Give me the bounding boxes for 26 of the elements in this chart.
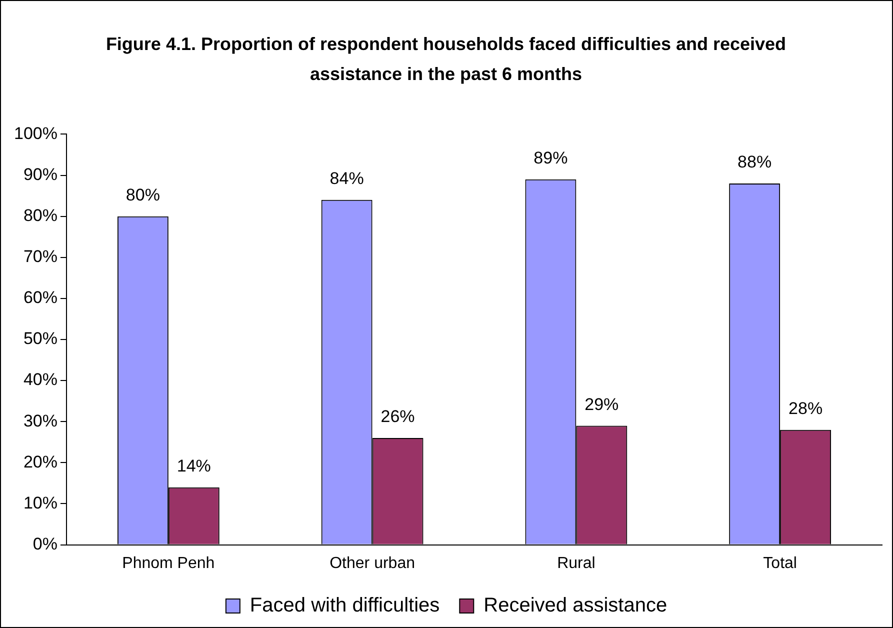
data-label: 28% bbox=[788, 399, 823, 418]
y-tick-label: 70% bbox=[23, 247, 58, 266]
y-tick-label: 50% bbox=[23, 329, 58, 348]
data-label: 26% bbox=[380, 407, 415, 426]
x-tick-label: Total bbox=[763, 554, 797, 572]
y-tick-label: 90% bbox=[23, 164, 58, 184]
data-label: 29% bbox=[584, 394, 619, 414]
y-tick-label: 20% bbox=[23, 452, 58, 472]
y-tick-label: 60% bbox=[23, 288, 58, 308]
y-tick-label: 10% bbox=[23, 493, 58, 512]
chart-title: Figure 4.1. Proportion of respondent households faced difficulties and received assistance in the past 6 months bbox=[104, 33, 788, 86]
x-tick-label: Rural bbox=[557, 554, 596, 572]
data-label: 80% bbox=[126, 186, 160, 205]
data-label: 88% bbox=[738, 152, 772, 172]
data-label: 89% bbox=[534, 148, 568, 168]
x-tick-label: Other urban bbox=[330, 554, 415, 572]
data-label: 14% bbox=[176, 456, 211, 476]
x-tick-label: Phnom Penh bbox=[122, 554, 215, 572]
y-tick-label: 80% bbox=[23, 206, 58, 226]
y-tick-label: 40% bbox=[23, 370, 58, 390]
y-tick-label: 100% bbox=[14, 124, 58, 143]
data-label: 84% bbox=[330, 169, 364, 188]
legend-label: Faced with difficulties bbox=[250, 594, 440, 617]
legend-label: Received assistance bbox=[484, 594, 668, 617]
y-tick-label: 0% bbox=[32, 534, 58, 554]
y-tick-label: 30% bbox=[23, 411, 58, 430]
